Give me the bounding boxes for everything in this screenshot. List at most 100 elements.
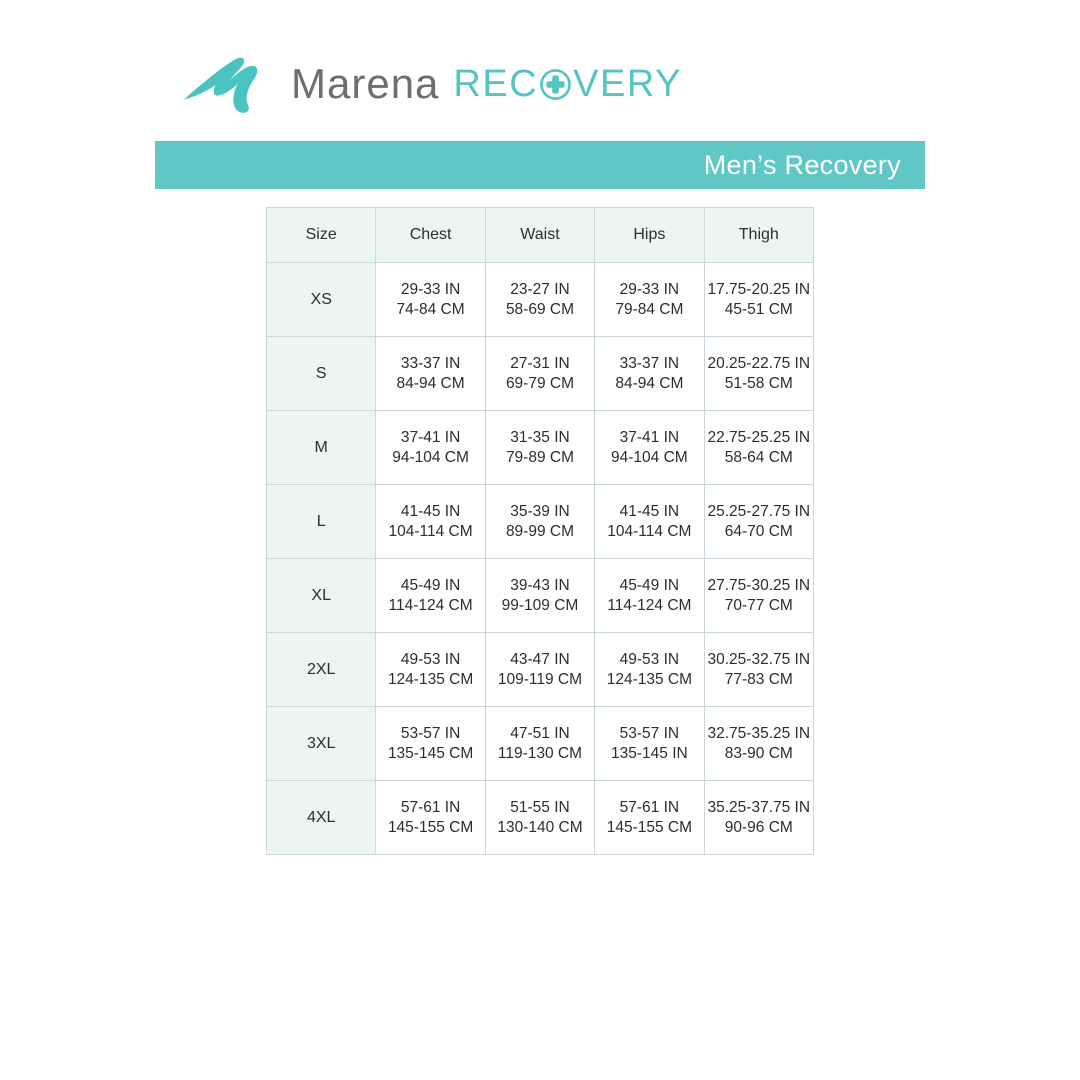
table-row: XS 29-33 IN 74-84 CM 23-27 IN 58-69 CM 29-33 …: [265, 262, 815, 337]
size-cell: XL: [265, 558, 377, 633]
measurement-line: 49-53 IN: [619, 650, 680, 668]
measurement-line: 41-45 IN: [400, 502, 461, 520]
measurement-line: 20.25-22.75 IN: [707, 354, 811, 372]
size-cell: XS: [265, 262, 377, 337]
measurement-cell: 35.25-37.75 IN 90-96 CM: [703, 780, 815, 855]
measurement-line: 53-57 IN: [400, 724, 461, 742]
measurement-cell: 43-47 IN 109-119 CM: [484, 632, 596, 707]
measurement-cell: 57-61 IN 145-155 CM: [594, 780, 705, 855]
measurement-line: 35-39 IN: [510, 502, 570, 520]
circle-plus-medical-icon: [540, 68, 571, 100]
logo-brand-text: Marena: [291, 60, 440, 107]
measurement-line: 45-49 IN: [400, 576, 461, 594]
logo: Marena REC VERY: [183, 48, 682, 120]
measurement-line: 89-99 CM: [505, 522, 574, 540]
measurement-line: 45-49 IN: [619, 576, 680, 594]
table-row: XL 45-49 IN 114-124 CM 39-43 IN 99-109 CM 45-…: [265, 558, 815, 633]
measurement-line: 25.25-27.75 IN: [707, 502, 811, 520]
measurement-line: 109-119 CM: [497, 670, 583, 688]
measurement-cell: 22.75-25.25 IN 58-64 CM: [703, 410, 815, 485]
measurement-cell: 17.75-20.25 IN 45-51 CM: [703, 262, 815, 337]
measurement-line: 23-27 IN: [510, 280, 570, 298]
measurement-cell: 27.75-30.25 IN 70-77 CM: [703, 558, 815, 633]
measurement-cell: 29-33 IN 79-84 CM: [594, 262, 705, 337]
measurement-line: 145-155 CM: [387, 818, 474, 836]
logo-product-text: REC VERY: [453, 63, 682, 106]
measurement-line: 51-55 IN: [510, 798, 570, 816]
size-cell: 3XL: [265, 706, 377, 781]
size-cell: L: [265, 484, 377, 559]
measurement-line: 84-94 CM: [615, 374, 684, 392]
measurement-line: 124-135 CM: [606, 670, 693, 688]
measurement-cell: 33-37 IN 84-94 CM: [375, 336, 486, 411]
measurement-line: 31-35 IN: [510, 428, 570, 446]
table-row: 2XL 49-53 IN 124-135 CM 43-47 IN 109-119 CM 4…: [265, 632, 815, 707]
size-cell: 4XL: [265, 780, 377, 855]
measurement-cell: 33-37 IN 84-94 CM: [594, 336, 705, 411]
measurement-line: 104-114 CM: [607, 522, 692, 540]
measurement-cell: 29-33 IN 74-84 CM: [375, 262, 486, 337]
measurement-line: 83-90 CM: [724, 744, 793, 762]
measurement-line: 57-61 IN: [400, 798, 461, 816]
measurement-line: 94-104 CM: [392, 448, 469, 466]
measurement-line: 124-135 CM: [387, 670, 474, 688]
measurement-line: 74-84 CM: [396, 300, 465, 318]
measurement-line: 69-79 CM: [505, 374, 574, 392]
banner-title: Men’s Recovery: [703, 149, 901, 180]
measurement-line: 27-31 IN: [510, 354, 570, 372]
measurement-line: 47-51 IN: [510, 724, 570, 742]
measurement-cell: 32.75-35.25 IN 83-90 CM: [703, 706, 815, 781]
column-header-hips: Hips: [594, 207, 705, 263]
measurement-line: 77-83 CM: [724, 670, 793, 688]
table-row: S 33-37 IN 84-94 CM 27-31 IN 69-79 CM 33-37 I…: [265, 336, 815, 411]
size-table: Size Chest Waist Hips Thigh XS 29-33 IN 74…: [265, 207, 815, 855]
measurement-cell: 53-57 IN 135-145 IN: [594, 706, 705, 781]
measurement-cell: 51-55 IN 130-140 CM: [484, 780, 596, 855]
size-cell: S: [265, 336, 377, 411]
measurement-line: 84-94 CM: [396, 374, 465, 392]
measurement-line: 35.25-37.75 IN: [707, 798, 811, 816]
measurement-line: 130-140 CM: [497, 818, 583, 836]
measurement-cell: 37-41 IN 94-104 CM: [375, 410, 486, 485]
column-header-waist: Waist: [484, 207, 596, 263]
measurement-cell: 49-53 IN 124-135 CM: [594, 632, 705, 707]
measurement-line: 37-41 IN: [400, 428, 461, 446]
measurement-cell: 31-35 IN 79-89 CM: [484, 410, 596, 485]
measurement-line: 57-61 IN: [619, 798, 680, 816]
measurement-line: 64-70 CM: [724, 522, 793, 540]
size-cell: 2XL: [265, 632, 377, 707]
measurement-line: 58-69 CM: [505, 300, 574, 318]
measurement-cell: 49-53 IN 124-135 CM: [375, 632, 486, 707]
measurement-cell: 53-57 IN 135-145 CM: [375, 706, 486, 781]
measurement-cell: 41-45 IN 104-114 CM: [375, 484, 486, 559]
measurement-line: 114-124 CM: [607, 596, 692, 614]
measurement-line: 90-96 CM: [724, 818, 793, 836]
measurement-line: 33-37 IN: [619, 354, 680, 372]
measurement-line: 37-41 IN: [619, 428, 680, 446]
measurement-cell: 45-49 IN 114-124 CM: [594, 558, 705, 633]
banner: Men’s Recovery: [155, 141, 925, 189]
measurement-line: 49-53 IN: [400, 650, 461, 668]
measurement-line: 51-58 CM: [724, 374, 793, 392]
table-row: 4XL 57-61 IN 145-155 CM 51-55 IN 130-140 CM 5…: [265, 780, 815, 855]
measurement-line: 30.25-32.75 IN: [707, 650, 811, 668]
size-table-body: XS 29-33 IN 74-84 CM 23-27 IN 58-69 CM 29-33 …: [265, 262, 815, 855]
measurement-line: 114-124 CM: [388, 596, 473, 614]
measurement-cell: 23-27 IN 58-69 CM: [484, 262, 596, 337]
measurement-cell: 20.25-22.75 IN 51-58 CM: [703, 336, 815, 411]
measurement-line: 104-114 CM: [388, 522, 473, 540]
measurement-line: 27.75-30.25 IN: [707, 576, 811, 594]
measurement-line: 33-37 IN: [400, 354, 461, 372]
measurement-line: 43-47 IN: [510, 650, 570, 668]
measurement-line: 53-57 IN: [619, 724, 680, 742]
measurement-cell: 39-43 IN 99-109 CM: [484, 558, 596, 633]
measurement-cell: 30.25-32.75 IN 77-83 CM: [703, 632, 815, 707]
measurement-line: 17.75-20.25 IN: [707, 280, 811, 298]
size-cell: M: [265, 410, 377, 485]
measurement-line: 135-145 CM: [387, 744, 474, 762]
column-header-size: Size: [265, 207, 377, 263]
table-row: M 37-41 IN 94-104 CM 31-35 IN 79-89 CM 37-41 …: [265, 410, 815, 485]
measurement-line: 94-104 CM: [611, 448, 688, 466]
table-row: 3XL 53-57 IN 135-145 CM 47-51 IN 119-130 CM 5…: [265, 706, 815, 781]
